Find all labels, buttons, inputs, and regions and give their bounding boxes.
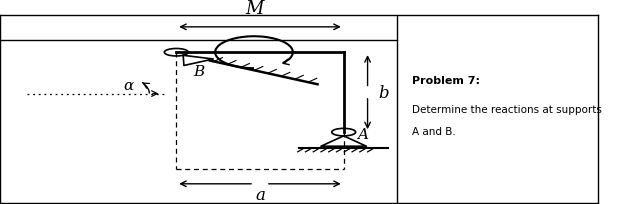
Text: Determine the reactions at supports: Determine the reactions at supports — [412, 104, 602, 114]
Text: Problem 7:: Problem 7: — [412, 76, 481, 86]
Text: α: α — [123, 79, 133, 93]
Text: M: M — [245, 0, 263, 18]
Text: b: b — [378, 84, 389, 101]
Text: A and B.: A and B. — [412, 126, 456, 136]
Text: a: a — [255, 186, 265, 203]
Text: A: A — [357, 127, 368, 141]
Text: B: B — [193, 65, 204, 79]
